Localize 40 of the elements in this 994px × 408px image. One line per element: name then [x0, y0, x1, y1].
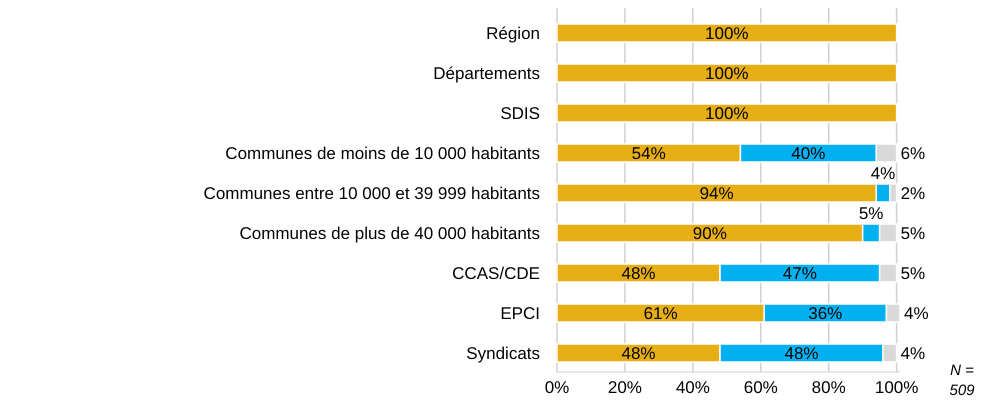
data-label: 40% [791, 144, 826, 163]
x-tick-label: 0% [544, 378, 570, 397]
y-tick-label: Communes de moins de 10 000 habitants [225, 144, 540, 163]
data-label: 94% [700, 184, 734, 203]
data-label: 4% [900, 344, 926, 363]
x-tick-label: 80% [812, 378, 846, 397]
data-label: 4% [904, 304, 929, 323]
y-tick-label: Communes de plus de 40 000 habitants [239, 224, 540, 243]
data-label: 100% [705, 24, 749, 43]
data-label: 5% [900, 224, 926, 243]
data-label: 100% [705, 64, 749, 83]
y-tick-label: SDIS [500, 104, 540, 123]
bar [556, 103, 898, 123]
data-label: 5% [900, 264, 926, 283]
data-label: 100% [705, 104, 749, 123]
data-label: 48% [784, 344, 819, 363]
y-tick-label: Syndicats [466, 344, 540, 363]
data-label: 4% [870, 164, 896, 183]
y-tick-label: CCAS/CDE [452, 264, 540, 283]
bar [556, 23, 898, 43]
x-tick-label: 40% [676, 378, 710, 397]
data-label: 2% [900, 184, 926, 203]
data-label: 54% [632, 144, 666, 163]
data-label: 36% [808, 304, 842, 323]
data-label: 5% [858, 204, 884, 223]
y-tick-label: Communes entre 10 000 et 39 999 habitants [204, 184, 540, 203]
x-tick-label: 100% [874, 378, 918, 397]
x-tick-label: 60% [744, 378, 778, 397]
bar [556, 63, 898, 83]
data-label: 90% [692, 224, 727, 243]
text: N = 509 [949, 362, 976, 399]
data-label: 47% [782, 264, 817, 283]
y-tick-label: Départements [433, 64, 540, 83]
data-label: 61% [644, 304, 678, 323]
data-label: 48% [621, 344, 656, 363]
y-tick-label: Région [486, 24, 540, 43]
data-label: 6% [900, 144, 926, 163]
x-tick-label: 20% [608, 378, 642, 397]
data-label: 48% [621, 264, 656, 283]
y-tick-label: EPCI [500, 304, 540, 323]
